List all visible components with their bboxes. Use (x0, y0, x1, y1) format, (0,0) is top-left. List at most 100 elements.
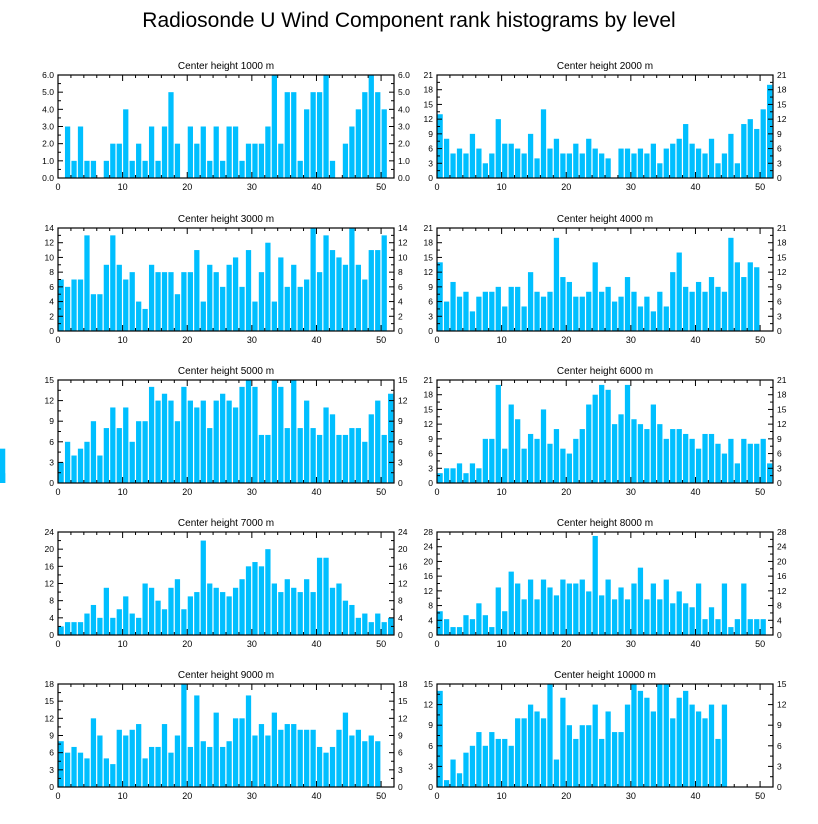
x-tick-label: 0 (55, 182, 60, 192)
y-tick-label-right: 6.0 (398, 70, 410, 80)
y-tick-label-left: 3 (428, 311, 433, 321)
histogram-bar (573, 143, 579, 178)
y-tick-label-left: 12 (45, 713, 55, 723)
histogram-bar (284, 579, 290, 635)
histogram-bar (469, 745, 476, 787)
histogram-bar (336, 729, 342, 787)
y-tick-label-left: 0 (428, 173, 433, 183)
y-tick-label-left: 20 (45, 544, 55, 554)
y-tick-label-left: 21 (424, 70, 434, 80)
y-tick-label-right: 9 (777, 282, 782, 292)
histogram-bar (715, 738, 721, 787)
y-tick-label-left: 9 (428, 129, 433, 139)
histogram-bar (702, 619, 708, 635)
histogram-bar (721, 704, 728, 787)
histogram-bar (469, 463, 476, 483)
histogram-bar (207, 160, 213, 178)
histogram-bar (64, 126, 71, 178)
x-tick-label: 20 (182, 182, 192, 192)
y-tick-label-right: 21 (777, 375, 787, 385)
histogram-bar (349, 428, 355, 483)
histogram-bar (77, 126, 84, 178)
histogram-bar (329, 160, 336, 178)
histogram-bar (586, 591, 592, 635)
histogram-bar (437, 690, 443, 787)
y-tick-label-right: 0 (777, 478, 782, 488)
histogram-bar (213, 712, 219, 787)
y-tick-label-left: 15 (424, 99, 434, 109)
histogram-bar (375, 613, 381, 635)
histogram-bar (754, 443, 760, 483)
histogram-bar (342, 264, 349, 331)
histogram-bar (71, 746, 77, 787)
histogram-bar (560, 448, 566, 483)
histogram-bar (728, 237, 734, 331)
histogram-bar (136, 301, 142, 331)
histogram-bar (599, 384, 605, 483)
y-tick-label-left: 21 (424, 223, 434, 233)
histogram-bar (232, 587, 239, 635)
histogram-bar (77, 622, 84, 636)
histogram-bar (650, 404, 656, 483)
histogram-bar (123, 279, 129, 331)
histogram-bar (103, 428, 109, 483)
histogram-bar (560, 277, 566, 331)
histogram-bar (586, 404, 592, 483)
histogram-bar (284, 286, 290, 331)
histogram-bar (521, 448, 527, 483)
histogram-bar (77, 279, 84, 331)
histogram-bar (695, 148, 702, 178)
histogram-bar (187, 400, 193, 483)
y-tick-label-right: 4 (398, 297, 403, 307)
histogram-bar (489, 438, 495, 483)
histogram-bar (278, 729, 284, 787)
histogram-bar (110, 143, 116, 178)
histogram-bar (592, 262, 598, 331)
x-tick-label: 40 (690, 791, 700, 801)
histogram-bar (155, 400, 161, 483)
histogram-bar (534, 711, 540, 787)
y-tick-label-left: 8 (49, 267, 54, 277)
x-tick-label: 10 (118, 487, 128, 497)
x-tick-label: 10 (118, 791, 128, 801)
histogram-bar (631, 684, 637, 787)
x-tick-label: 30 (626, 639, 636, 649)
histogram-bar (495, 286, 501, 331)
histogram-bar (155, 600, 161, 635)
histogram-bar (181, 386, 187, 483)
histogram-bar (148, 264, 155, 331)
y-tick-label-right: 18 (777, 390, 787, 400)
histogram-bar (695, 583, 702, 635)
y-tick-label-right: 12 (398, 396, 408, 406)
y-tick-label-left: 0 (428, 782, 433, 792)
histogram-bar (663, 148, 669, 178)
x-tick-label: 50 (755, 335, 765, 345)
histogram-bar (708, 433, 715, 483)
y-tick-label-right: 2.0 (398, 139, 410, 149)
histogram-bar (443, 138, 450, 178)
histogram-bar (734, 163, 740, 178)
histogram-bar (226, 596, 232, 636)
y-tick-label-left: 2.0 (42, 139, 54, 149)
histogram-bar (547, 587, 553, 635)
y-tick-label-left: 6 (49, 437, 54, 447)
y-tick-label-right: 0 (777, 630, 782, 640)
histogram-bar (349, 228, 355, 331)
histogram-bar (437, 114, 443, 178)
histogram-bar (708, 607, 715, 635)
histogram-bar (728, 627, 734, 635)
histogram-bar (142, 160, 148, 178)
y-tick-label-right: 15 (777, 252, 787, 262)
histogram-bar (271, 712, 277, 787)
y-tick-label-left: 3 (49, 765, 54, 775)
histogram-bar (355, 109, 361, 178)
histogram-bar (58, 741, 64, 787)
y-tick-label-right: 12 (398, 713, 408, 723)
histogram-bar (657, 163, 663, 178)
histogram-bar (508, 286, 514, 331)
y-tick-label-right: 0.0 (398, 173, 410, 183)
y-tick-label-left: 6.0 (42, 70, 54, 80)
x-tick-label: 50 (755, 182, 765, 192)
